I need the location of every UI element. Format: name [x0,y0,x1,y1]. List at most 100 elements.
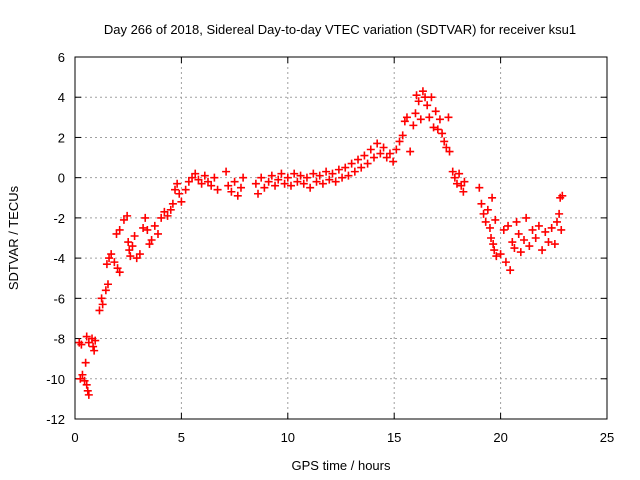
data-point [433,125,442,134]
data-point [400,117,409,126]
data-point [181,185,190,194]
data-point [440,137,449,146]
data-point [531,234,540,242]
x-tick-label: 20 [493,430,507,445]
data-point [479,209,488,218]
data-point [306,183,315,192]
data-point [280,179,289,188]
data-point [538,246,547,255]
y-tick-label: 4 [58,90,65,105]
data-point [173,179,182,188]
data-point [369,153,378,162]
data-point [83,386,92,395]
data-point [450,173,459,182]
data-point [188,173,197,182]
y-tick-label: -6 [53,291,65,306]
data-point [459,187,468,196]
data-point [534,221,543,230]
data-point [82,380,91,389]
data-point [516,248,525,257]
data-point [299,179,308,188]
x-tick-label: 0 [71,430,78,445]
data-point [457,181,466,190]
data-point [224,181,233,190]
data-point [98,300,107,309]
data-point [442,143,451,152]
data-point [411,109,420,118]
data-point [103,280,112,289]
data-point [150,221,159,230]
data-point [110,258,119,267]
y-axis-label: SDTVAR / TECUs [6,185,21,290]
data-point [222,167,231,176]
data-point [227,187,236,196]
data-point [166,205,175,214]
grid [75,57,607,419]
x-tick-label: 15 [387,430,401,445]
data-point [363,159,372,168]
plot-frame [74,56,608,420]
data-point [123,211,132,220]
data-point [194,175,203,184]
data-point [395,137,404,146]
data-point [552,217,561,226]
data-point [119,215,128,224]
data-point [115,268,124,277]
data-point [347,159,356,168]
data-point [360,151,369,160]
data-point [84,338,93,347]
x-tick-label: 5 [178,430,185,445]
data-point [296,171,305,180]
data-point [455,169,464,178]
data-point [520,236,529,245]
data-point [128,242,137,251]
data-point [141,213,150,222]
data-point [147,236,156,245]
data-point [139,223,148,232]
data-point [115,225,124,234]
data-point [290,169,299,178]
data-point [445,147,454,156]
data-point [81,358,90,367]
data-point [264,177,273,186]
data-point [488,193,497,202]
data-point [277,169,286,178]
data-point [184,177,193,186]
data-point [491,215,500,224]
data-point [257,173,266,182]
data-point [406,147,415,156]
data-point [483,205,492,214]
data-point [168,199,177,208]
data-point [213,185,222,194]
data-point [418,87,427,96]
data-point [427,93,436,102]
data-point [124,238,133,247]
data-point [112,229,121,238]
data-point [373,139,382,148]
data-point [499,225,508,234]
data-point [90,346,99,355]
data-point [130,231,139,240]
data-point [366,145,375,154]
data-point [233,191,242,200]
data-point [197,179,206,188]
data-point [274,175,283,184]
data-point [135,250,144,259]
data-point [191,169,200,178]
data-point [145,240,154,249]
data-point [334,165,343,174]
data-point [389,157,398,166]
data-point [512,217,521,226]
data-point [80,376,89,385]
data-point [555,209,564,218]
data-point [341,163,350,172]
data-point [514,229,523,238]
data-point [423,101,432,110]
data-point [76,374,85,383]
x-tick-label: 25 [600,430,614,445]
data-point [416,115,425,124]
data-point [325,175,334,184]
data-point [78,370,87,379]
data-point [160,207,169,216]
data-point [204,177,212,186]
